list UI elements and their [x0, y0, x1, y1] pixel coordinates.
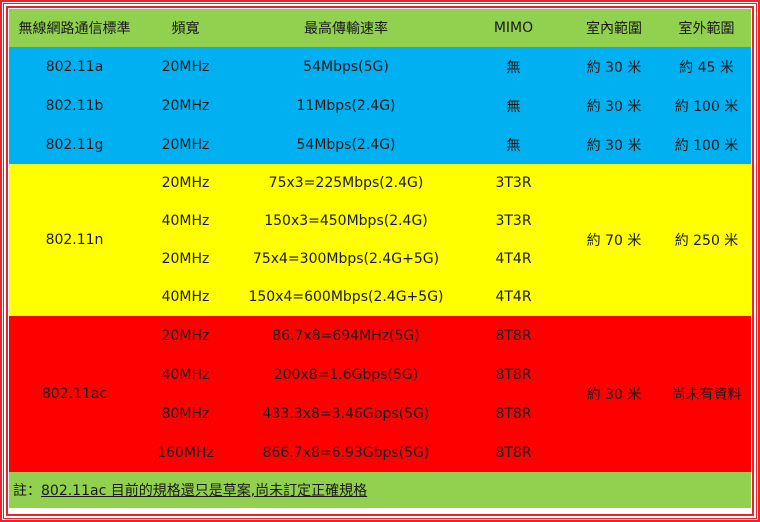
outdoor-range: 約 100 米 [662, 86, 751, 125]
wifi-standards-table: 無線網路通信標準 頻寬 最高傳輸速率 MIMO 室內範圍 室外範圍 802.11… [9, 9, 751, 508]
bandwidth: 160MHz [140, 433, 231, 472]
inner-border [6, 6, 754, 516]
standard: 802.11g [9, 125, 140, 164]
rate: 86.7x8=694MHz(5G) [231, 316, 461, 355]
rate: 54Mbps(2.4G) [231, 125, 461, 164]
bandwidth: 80MHz [140, 394, 231, 433]
bandwidth: 40MHz [140, 355, 231, 394]
header-row: 無線網路通信標準 頻寬 最高傳輸速率 MIMO 室內範圍 室外範圍 [9, 9, 751, 47]
standard: 802.11n [9, 164, 140, 316]
outdoor-range: 約 100 米 [662, 125, 751, 164]
table-row: 802.11ac 20MHz 86.7x8=694MHz(5G) 8T8R 約 … [9, 316, 751, 472]
table-row: 802.11b 20MHz 11Mbps(2.4G) 無 約 30 米 約 10… [9, 86, 751, 125]
mimo: 3T3R [461, 202, 566, 240]
header-standard: 無線網路通信標準 [9, 9, 140, 47]
table-row: 20MHz 75x4=300Mbps(2.4G+5G) 4T4R [9, 240, 751, 278]
standard: 802.11b [9, 86, 140, 125]
bandwidth: 20MHz [140, 164, 231, 202]
header-bandwidth: 頻寬 [140, 9, 231, 47]
bandwidth: 40MHz [140, 202, 231, 240]
header-mimo: MIMO [461, 9, 566, 47]
rate: 150x4=600Mbps(2.4G+5G) [231, 278, 461, 316]
note-row: 註：802.11ac 目前的規格還只是草案,尚未訂定正確規格 [9, 472, 751, 508]
table-row: 40MHz 200x8=1.6Gbps(5G) 8T8R [9, 355, 751, 394]
rate: 75x3=225Mbps(2.4G) [231, 164, 461, 202]
table-row: 40MHz 150x4=600Mbps(2.4G+5G) 4T4R [9, 278, 751, 316]
standard: 802.11a [9, 47, 140, 86]
bandwidth: 20MHz [140, 47, 231, 86]
mimo: 8T8R [461, 316, 566, 355]
bandwidth: 20MHz [140, 125, 231, 164]
header-rate: 最高傳輸速率 [231, 9, 461, 47]
mimo: 4T4R [461, 278, 566, 316]
note-text: 802.11ac 目前的規格還只是草案,尚未訂定正確規格 [41, 483, 368, 499]
indoor-range: 約 30 米 [566, 86, 662, 125]
mimo: 3T3R [461, 164, 566, 202]
mimo: 8T8R [461, 433, 566, 472]
mimo: 4T4R [461, 240, 566, 278]
bandwidth: 20MHz [140, 240, 231, 278]
bandwidth: 20MHz [140, 316, 231, 355]
indoor-range: 約 30 米 [566, 316, 662, 472]
standard: 802.11ac [9, 316, 140, 472]
table-row: 802.11a 20MHz 54Mbps(5G) 無 約 30 米 約 45 米 [9, 47, 751, 86]
rate: 75x4=300Mbps(2.4G+5G) [231, 240, 461, 278]
indoor-range: 約 30 米 [566, 125, 662, 164]
outdoor-range: 約 250 米 [662, 164, 751, 316]
mimo: 無 [461, 125, 566, 164]
rate: 866.7x8=6.93Gbps(5G) [231, 433, 461, 472]
table-row: 40MHz 150x3=450Mbps(2.4G) 3T3R [9, 202, 751, 240]
bandwidth: 40MHz [140, 278, 231, 316]
rate: 150x3=450Mbps(2.4G) [231, 202, 461, 240]
indoor-range: 約 30 米 [566, 47, 662, 86]
note-prefix: 註： [13, 483, 41, 499]
mimo: 無 [461, 47, 566, 86]
outdoor-range: 尚未有資料 [662, 316, 751, 472]
note: 註：802.11ac 目前的規格還只是草案,尚未訂定正確規格 [9, 472, 751, 508]
table-row: 802.11n 20MHz 75x3=225Mbps(2.4G) 3T3R 約 … [9, 164, 751, 316]
table-row: 802.11g 20MHz 54Mbps(2.4G) 無 約 30 米 約 10… [9, 125, 751, 164]
table-row: 80MHz 433.3x8=3.46Gbps(5G) 8T8R [9, 394, 751, 433]
mimo: 無 [461, 86, 566, 125]
header-outdoor: 室外範圍 [662, 9, 751, 47]
rate: 200x8=1.6Gbps(5G) [231, 355, 461, 394]
indoor-range: 約 70 米 [566, 164, 662, 316]
table-row: 160MHz 866.7x8=6.93Gbps(5G) 8T8R [9, 433, 751, 472]
header-indoor: 室內範圍 [566, 9, 662, 47]
rate: 433.3x8=3.46Gbps(5G) [231, 394, 461, 433]
outdoor-range: 約 45 米 [662, 47, 751, 86]
mimo: 8T8R [461, 394, 566, 433]
middle-border [3, 3, 757, 519]
rate: 54Mbps(5G) [231, 47, 461, 86]
mimo: 8T8R [461, 355, 566, 394]
rate: 11Mbps(2.4G) [231, 86, 461, 125]
bandwidth: 20MHz [140, 86, 231, 125]
